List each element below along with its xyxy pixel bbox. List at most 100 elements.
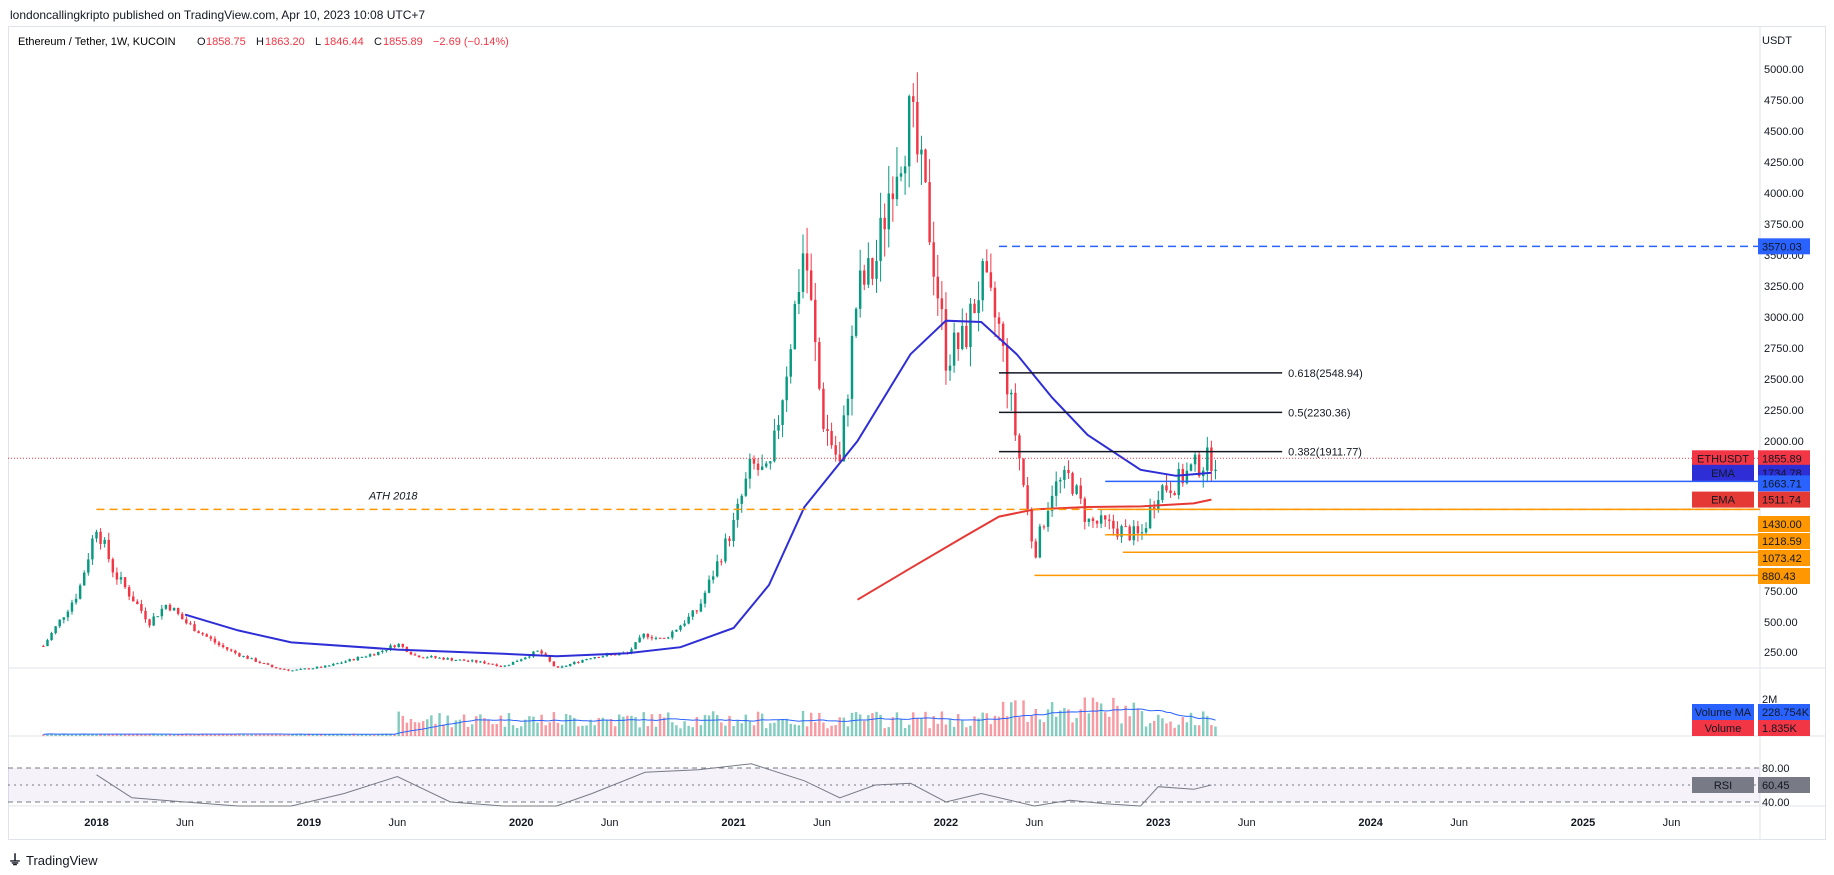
volume-bar	[1169, 721, 1172, 736]
volume-bar	[1005, 716, 1009, 736]
volume-bar	[205, 733, 208, 736]
candle-body	[789, 349, 792, 377]
candle-body	[532, 651, 535, 657]
candle-body	[201, 633, 204, 635]
candle-body	[1185, 470, 1189, 484]
candle-body	[997, 317, 1001, 324]
volume-bar	[1161, 718, 1164, 736]
volume-bar	[1050, 702, 1054, 736]
candle-body	[1046, 510, 1050, 527]
volume-bar	[814, 722, 817, 736]
volume-bar	[487, 720, 490, 736]
candle-body	[1173, 493, 1176, 496]
candle-body	[1022, 458, 1025, 486]
candle-body	[152, 616, 155, 626]
volume-bar	[54, 734, 57, 736]
volume-bar	[499, 715, 503, 736]
volume-bar	[720, 722, 723, 736]
volume-bar	[732, 726, 735, 736]
candle-body	[213, 638, 217, 643]
candle-body	[127, 587, 131, 597]
volume-bar	[1132, 702, 1136, 736]
volume-bar	[691, 727, 694, 736]
volume-bar	[658, 713, 662, 736]
candle-body	[185, 619, 188, 624]
candle-body	[809, 270, 813, 300]
volume-bar	[356, 734, 360, 736]
volume-bar	[364, 734, 368, 736]
volume-bar	[834, 725, 837, 736]
candle-body	[1091, 518, 1095, 522]
chart-frame[interactable]	[8, 26, 1826, 840]
candle-body	[50, 633, 53, 641]
y-tick-label: 3750.00	[1764, 219, 1804, 231]
volume-bar	[299, 733, 302, 736]
candle-body	[667, 637, 670, 639]
volume-bar	[475, 716, 478, 736]
volume-bar	[58, 734, 61, 736]
volume-bar	[801, 710, 805, 736]
candle-body	[95, 531, 98, 539]
volume-bar	[863, 720, 866, 736]
volume-bar	[850, 712, 854, 736]
volume-ma-tag-key-bg	[1692, 704, 1754, 720]
candle-body	[1075, 485, 1078, 494]
candle-body	[1124, 526, 1127, 528]
candle-body	[262, 662, 266, 664]
volume-bar	[340, 733, 343, 736]
candle-body	[928, 182, 931, 243]
candle-body	[450, 658, 454, 661]
volume-bar	[319, 733, 323, 736]
volume-bar	[671, 722, 674, 736]
volume-bar	[336, 734, 339, 736]
volume-bar	[1116, 705, 1119, 736]
volume-bar	[805, 726, 809, 736]
volume-bar	[323, 734, 327, 736]
candle-body	[564, 665, 568, 667]
volume-bar	[634, 717, 637, 736]
volume-bar	[197, 733, 200, 736]
volume-bar	[397, 711, 400, 736]
volume-bar	[765, 728, 768, 736]
candle-body	[238, 653, 241, 657]
candle-body	[1169, 490, 1172, 494]
volume-bar	[495, 724, 498, 736]
candle-body	[740, 495, 743, 504]
candle-body	[969, 303, 972, 348]
volume-bar	[127, 733, 131, 736]
candle-body	[1030, 509, 1033, 542]
candle-body	[283, 668, 286, 670]
rsi-tag-key-bg	[1692, 777, 1754, 793]
level-tag: 1073.42	[1762, 553, 1802, 565]
candle-body	[1042, 526, 1046, 528]
level-tag-bg	[1758, 238, 1810, 255]
y-tick-label: 250.00	[1764, 647, 1798, 659]
candle-body	[119, 577, 123, 580]
volume-bar	[430, 715, 433, 736]
volume-bar	[654, 726, 658, 736]
candle-body	[197, 631, 200, 634]
volume-bar	[1014, 700, 1017, 736]
volume-bar	[1018, 717, 1021, 736]
candle-body	[1189, 464, 1193, 471]
volume-bar	[332, 734, 335, 736]
candle-body	[1018, 435, 1021, 459]
candle-body	[736, 503, 739, 520]
fib-label: 0.382(1911.77)	[1288, 447, 1362, 459]
volume-bar	[756, 711, 760, 736]
volume-bar	[279, 734, 282, 736]
volume-bar	[1059, 710, 1062, 736]
ema-slow-tag-key: EMA	[1711, 495, 1736, 507]
symbol-title: Ethereum / Tether, 1W, KUCOIN	[18, 36, 176, 48]
ema-slow-tag-bg	[1758, 491, 1810, 508]
candle-body	[1050, 495, 1054, 511]
rsi-lower-label: 40.00	[1762, 797, 1790, 809]
candle-body	[417, 655, 421, 658]
candle-body	[658, 637, 662, 639]
candle-body	[1197, 454, 1201, 477]
candle-body	[323, 665, 327, 668]
volume-bar	[1144, 726, 1148, 736]
candle-body	[1144, 528, 1148, 533]
candle-body	[168, 604, 172, 611]
